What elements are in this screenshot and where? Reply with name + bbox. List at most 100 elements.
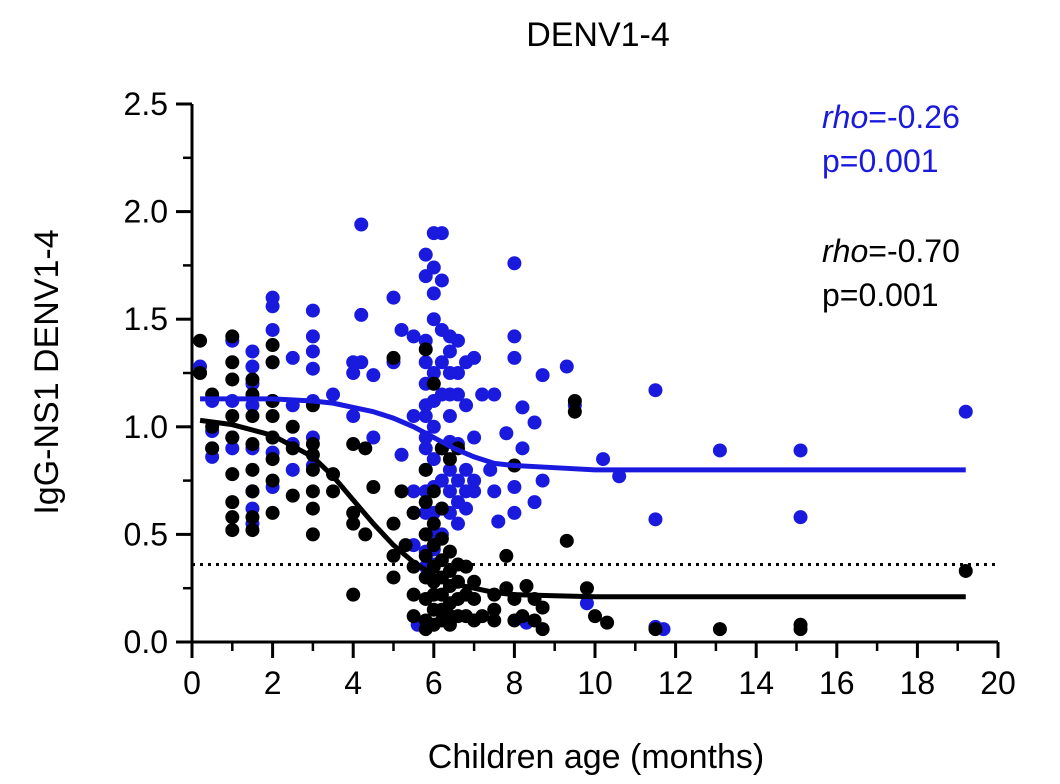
data-point-black xyxy=(475,609,490,624)
data-point-black xyxy=(487,602,502,617)
data-point-blue xyxy=(394,447,409,462)
black-stats: rho=-0.70 p=0.001 xyxy=(822,233,960,313)
y-tick-label: 2.5 xyxy=(124,86,168,122)
data-point-blue xyxy=(648,512,663,527)
data-point-blue xyxy=(507,480,522,495)
data-point-black xyxy=(265,473,280,488)
x-tick-label: 8 xyxy=(506,665,524,701)
data-point-blue xyxy=(434,226,449,241)
data-point-blue xyxy=(442,484,457,499)
data-point-blue xyxy=(426,286,441,301)
data-point-black xyxy=(406,505,421,520)
data-point-black xyxy=(600,615,615,630)
data-point-black xyxy=(265,409,280,424)
data-point-black xyxy=(499,548,514,563)
data-point-blue xyxy=(346,409,361,424)
y-tick-label: 2.0 xyxy=(124,194,168,230)
data-point-black xyxy=(426,376,441,391)
data-point-black xyxy=(386,570,401,585)
data-point-black xyxy=(442,544,457,559)
data-point-blue xyxy=(346,366,361,380)
data-point-blue xyxy=(527,415,542,430)
data-point-black xyxy=(426,484,441,499)
data-point-black xyxy=(394,484,409,499)
data-point-black xyxy=(245,510,260,525)
data-point-blue xyxy=(305,329,320,344)
data-point-black xyxy=(285,488,300,503)
data-point-black xyxy=(225,355,240,370)
data-point-blue xyxy=(467,473,482,488)
data-point-black xyxy=(712,622,727,637)
y-tick-label: 0.5 xyxy=(124,516,168,552)
data-point-blue xyxy=(245,398,260,413)
data-point-black xyxy=(386,548,401,563)
data-point-black xyxy=(579,581,594,596)
data-point-blue xyxy=(418,441,433,456)
data-point-black xyxy=(225,430,240,445)
blue-rho-label: rho xyxy=(822,99,868,135)
axes: 0 2 4 6 8 10 12 14 16 18 20 0.0 0.5 1.0 1.5 2.0 2.5 xyxy=(124,86,1016,701)
data-point-blue xyxy=(475,387,490,402)
data-point-blue xyxy=(467,430,482,445)
y-axis-label: IgG-NS1 DENV1-4 xyxy=(28,229,66,514)
y-tick-label: 1.5 xyxy=(124,301,168,337)
data-point-blue xyxy=(245,344,260,359)
data-point-black xyxy=(398,538,413,553)
data-point-black xyxy=(225,409,240,424)
data-point-blue xyxy=(406,484,421,499)
data-point-black xyxy=(205,441,220,456)
data-point-black xyxy=(285,419,300,434)
data-point-black xyxy=(265,338,280,353)
data-point-blue xyxy=(507,256,522,271)
data-point-black xyxy=(418,527,433,542)
data-point-blue xyxy=(305,344,320,359)
data-point-blue xyxy=(487,387,502,402)
data-point-black xyxy=(648,622,663,637)
data-point-black xyxy=(305,501,320,516)
data-point-black xyxy=(434,501,449,516)
data-point-black xyxy=(193,333,208,348)
data-point-blue xyxy=(418,355,433,370)
data-point-blue xyxy=(326,387,341,402)
chart-title: DENV1-4 xyxy=(526,16,670,54)
data-point-black xyxy=(418,495,433,510)
data-point-black xyxy=(434,531,449,546)
data-point-black xyxy=(535,622,550,637)
data-point-black xyxy=(346,516,361,531)
data-point-blue xyxy=(483,462,498,477)
data-point-black xyxy=(567,393,582,408)
data-point-black xyxy=(193,366,208,380)
data-point-blue xyxy=(535,473,550,488)
data-point-black xyxy=(793,617,808,632)
x-tick-label: 2 xyxy=(264,665,282,701)
data-point-blue xyxy=(499,426,514,441)
data-point-blue xyxy=(596,452,611,467)
data-point-blue xyxy=(459,501,474,516)
data-point-blue xyxy=(406,329,421,344)
data-point-blue xyxy=(426,452,441,467)
data-point-blue xyxy=(418,247,433,262)
data-point-blue xyxy=(450,333,465,348)
data-point-blue xyxy=(712,443,727,458)
data-point-blue xyxy=(265,299,280,314)
data-point-blue xyxy=(225,441,240,456)
black-rho-value: =-0.70 xyxy=(868,233,960,269)
blue-p-value: p=0.001 xyxy=(822,143,939,179)
data-point-black xyxy=(225,510,240,525)
data-point-blue xyxy=(793,443,808,458)
data-point-blue xyxy=(491,514,506,529)
data-point-black xyxy=(418,342,433,357)
data-point-blue xyxy=(245,359,260,374)
data-point-black xyxy=(225,467,240,482)
series-black xyxy=(193,329,973,637)
data-point-black xyxy=(459,559,474,574)
data-point-blue xyxy=(450,387,465,402)
data-point-blue xyxy=(305,303,320,318)
data-point-black xyxy=(406,587,421,602)
x-tick-label: 4 xyxy=(344,665,362,701)
data-point-black xyxy=(245,409,260,424)
x-tick-label: 6 xyxy=(425,665,443,701)
data-point-black xyxy=(346,505,361,520)
data-point-blue xyxy=(426,419,441,434)
x-tick-label: 16 xyxy=(819,665,855,701)
